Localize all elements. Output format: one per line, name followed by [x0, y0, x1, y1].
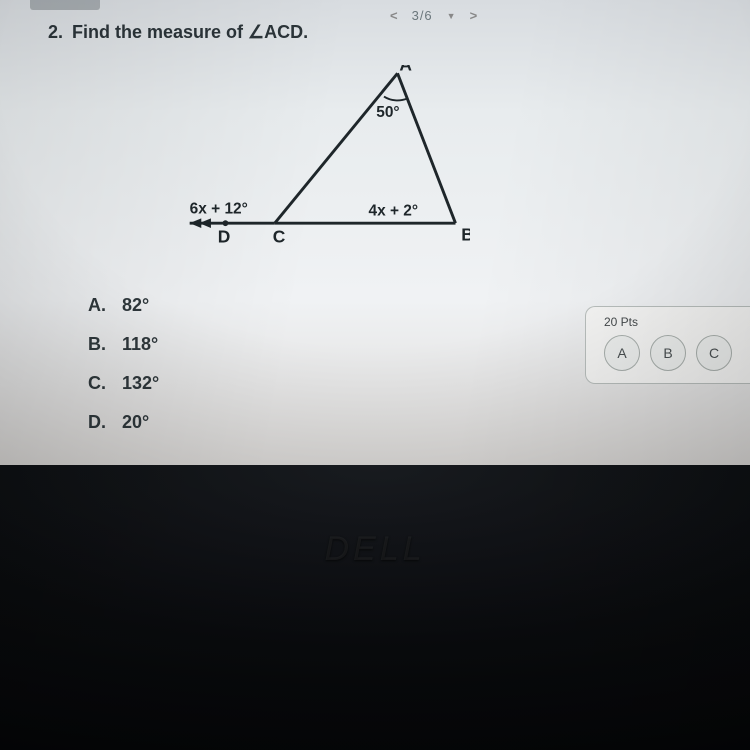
option-a-label: A. [88, 295, 112, 316]
brand-logo: DELL [0, 530, 750, 569]
svg-text:4x + 2°: 4x + 2° [369, 202, 419, 219]
option-a-value: 82° [122, 295, 149, 316]
option-d-label: D. [88, 412, 112, 433]
pager-count: 3/6 [412, 8, 433, 23]
answer-circle-c[interactable]: C [696, 335, 732, 371]
pager: < 3/6 ▼ > [390, 8, 477, 23]
browser-tab-stub [30, 0, 100, 10]
svg-text:D: D [218, 227, 231, 247]
option-c: C. 132° [88, 373, 159, 394]
option-c-label: C. [88, 373, 112, 394]
svg-text:50°: 50° [376, 104, 399, 121]
geometry-diagram: A B C D 50° 4x + 2° 6x + 12° [180, 65, 470, 275]
question-number: 2. [48, 22, 63, 43]
option-b-value: 118° [122, 334, 158, 355]
worksheet-screen: < 3/6 ▼ > 2. Find the measure of ∠ACD. A… [0, 0, 750, 465]
pager-next-button[interactable]: > [470, 8, 478, 23]
monitor-bezel [0, 465, 750, 750]
points-label: 20 Pts [604, 315, 750, 329]
points-box: 20 Pts A B C [585, 306, 750, 384]
option-a: A. 82° [88, 295, 159, 316]
option-b: B. 118° [88, 334, 159, 355]
option-b-label: B. [88, 334, 112, 355]
option-d: D. 20° [88, 412, 159, 433]
option-d-value: 20° [122, 412, 149, 433]
answer-circle-b[interactable]: B [650, 335, 686, 371]
option-c-value: 132° [122, 373, 159, 394]
question-text: Find the measure of ∠ACD. [72, 22, 308, 43]
svg-text:6x + 12°: 6x + 12° [190, 201, 248, 218]
answer-options: A. 82° B. 118° C. 132° D. 20° [88, 295, 159, 451]
pager-prev-button[interactable]: < [390, 8, 398, 23]
pager-dropdown-icon[interactable]: ▼ [447, 11, 456, 21]
svg-text:B: B [461, 225, 470, 245]
svg-text:A: A [399, 65, 412, 74]
answer-circle-a[interactable]: A [604, 335, 640, 371]
answer-circles: A B C [604, 335, 750, 371]
svg-text:C: C [273, 227, 286, 247]
